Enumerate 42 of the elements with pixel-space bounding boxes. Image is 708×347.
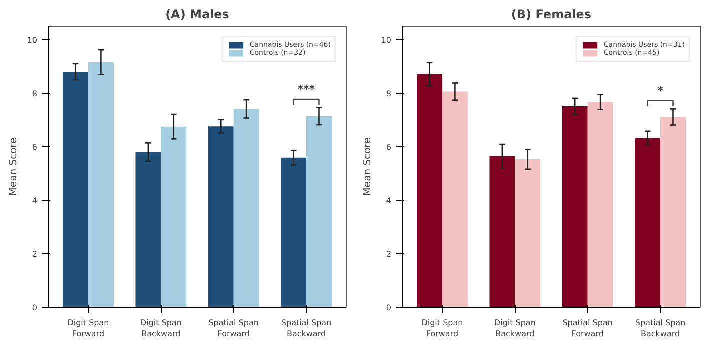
annotation: *** [298,83,316,96]
y-tick-label: 10 [381,36,392,45]
y-tick-label: 2 [32,250,38,259]
bar [588,102,614,308]
bar [208,126,234,308]
chart-title: (A) Males [166,8,230,22]
bar [136,152,162,308]
x-tick-label: Digit Span Backward [494,318,536,338]
x-tick-label: Digit Span Forward [422,318,464,338]
bar [306,116,332,308]
x-tick-label: Digit Span Forward [68,318,110,338]
x-tick-label: Spatial Span Backward [281,318,332,338]
annotation: * [658,84,664,98]
bar [417,74,442,308]
bar [442,92,468,308]
bar [281,158,307,308]
x-tick-label: Digit Span Backward [140,318,182,338]
y-tick-label: 10 [27,36,38,45]
x-tick-label: Spatial Span Forward [208,318,259,338]
x-tick-label: Spatial Span Backward [635,318,686,338]
bar [234,109,260,308]
bar [660,117,686,308]
bar [161,126,187,308]
y-tick-label: 6 [32,142,38,152]
y-tick-label: 0 [386,304,392,312]
y-tick-label: 8 [32,89,38,98]
bar [88,62,114,308]
bar [635,138,661,308]
y-tick-label: 8 [386,89,392,98]
y-tick-label: 6 [386,142,392,152]
y-tick-label: 2 [386,250,392,259]
bar [515,160,541,308]
y-axis-title: Mean Score [362,138,374,196]
bar [63,72,88,308]
y-tick-label: 0 [32,304,38,312]
bar [562,106,588,308]
bar [490,156,516,308]
y-tick-label: 4 [32,196,38,206]
y-tick-label: 4 [386,196,392,206]
chart-title: (B) Females [511,8,592,22]
x-tick-label: Spatial Span Forward [562,318,613,338]
y-axis-title: Mean Score [8,138,20,196]
